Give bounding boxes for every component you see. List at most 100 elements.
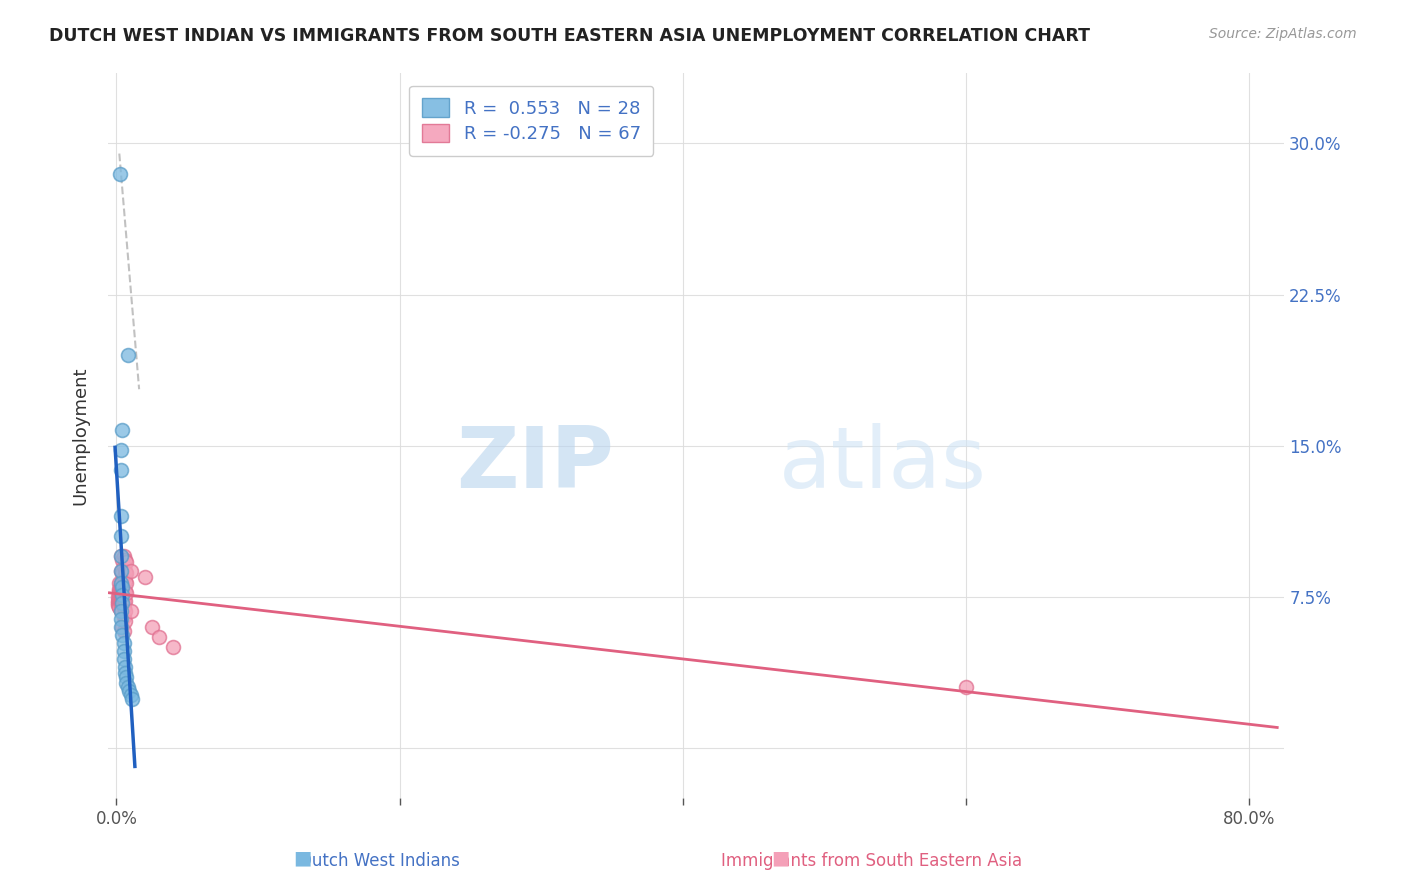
Point: [112, 624, 135, 638]
Point: [112, 599, 135, 614]
Point: [110, 593, 132, 607]
Point: [111, 582, 134, 596]
Point: [112, 652, 135, 666]
Text: Source: ZipAtlas.com: Source: ZipAtlas.com: [1209, 27, 1357, 41]
Point: [111, 591, 134, 606]
Point: [141, 620, 163, 634]
Point: [112, 588, 135, 602]
Point: [112, 636, 135, 650]
Point: [110, 575, 132, 590]
Point: [115, 676, 138, 690]
Point: [110, 549, 132, 564]
Point: [112, 569, 135, 583]
Text: DUTCH WEST INDIAN VS IMMIGRANTS FROM SOUTH EASTERN ASIA UNEMPLOYMENT CORRELATION: DUTCH WEST INDIAN VS IMMIGRANTS FROM SOU…: [49, 27, 1090, 45]
Point: [111, 585, 134, 599]
Text: ■: ■: [770, 848, 790, 867]
Point: [108, 588, 131, 602]
Point: [107, 590, 129, 604]
Point: [112, 610, 135, 624]
Text: Dutch West Indians: Dutch West Indians: [299, 852, 460, 870]
Point: [111, 596, 134, 610]
Text: ■: ■: [292, 848, 312, 867]
Point: [115, 670, 138, 684]
Point: [108, 575, 131, 590]
Point: [111, 580, 134, 594]
Point: [108, 167, 131, 181]
Point: [108, 585, 131, 599]
Point: [110, 575, 132, 590]
Point: [114, 614, 136, 628]
Point: [110, 620, 132, 634]
Point: [134, 569, 156, 583]
Point: [112, 596, 135, 610]
Point: [120, 604, 142, 618]
Point: [110, 588, 132, 602]
Point: [108, 593, 131, 607]
Point: [112, 583, 135, 598]
Point: [107, 593, 129, 607]
Point: [111, 593, 134, 607]
Point: [108, 591, 131, 606]
Point: [111, 628, 134, 642]
Text: Immigrants from South Eastern Asia: Immigrants from South Eastern Asia: [721, 852, 1022, 870]
Y-axis label: Unemployment: Unemployment: [72, 367, 89, 505]
Point: [110, 604, 132, 618]
Point: [110, 509, 132, 524]
Point: [162, 640, 184, 654]
Point: [114, 604, 136, 618]
Point: [114, 660, 136, 674]
Point: [110, 564, 132, 578]
Point: [108, 599, 131, 614]
Point: [148, 630, 170, 644]
Point: [115, 585, 138, 599]
Point: [108, 590, 131, 604]
Point: [107, 596, 129, 610]
Point: [111, 620, 134, 634]
Point: [111, 588, 134, 602]
Point: [110, 596, 132, 610]
Point: [111, 596, 134, 610]
Point: [114, 553, 136, 567]
Point: [110, 612, 132, 626]
Point: [120, 564, 142, 578]
Point: [111, 590, 134, 604]
Point: [111, 575, 134, 590]
Point: [111, 423, 134, 437]
Point: [112, 559, 135, 574]
Point: [110, 442, 132, 457]
Point: [121, 692, 143, 706]
Point: [110, 590, 132, 604]
Point: [118, 684, 141, 698]
Point: [111, 566, 134, 580]
Point: [955, 681, 977, 695]
Point: [110, 598, 132, 612]
Point: [120, 689, 142, 703]
Legend: R =  0.553   N = 28, R = -0.275   N = 67: R = 0.553 N = 28, R = -0.275 N = 67: [409, 86, 654, 156]
Point: [110, 591, 132, 606]
Text: atlas: atlas: [779, 423, 987, 506]
Point: [110, 564, 132, 578]
Point: [115, 575, 138, 590]
Point: [114, 583, 136, 598]
Point: [111, 553, 134, 567]
Point: [108, 596, 131, 610]
Point: [108, 599, 131, 614]
Point: [114, 666, 136, 681]
Point: [108, 583, 131, 598]
Point: [112, 644, 135, 658]
Point: [110, 582, 132, 596]
Point: [114, 574, 136, 588]
Point: [111, 588, 134, 602]
Point: [117, 348, 139, 362]
Point: [110, 585, 132, 599]
Point: [107, 598, 129, 612]
Point: [108, 582, 131, 596]
Point: [115, 556, 138, 570]
Point: [112, 549, 135, 564]
Point: [110, 604, 132, 618]
Point: [114, 564, 136, 578]
Point: [117, 681, 139, 695]
Text: ZIP: ZIP: [456, 423, 614, 506]
Point: [110, 463, 132, 477]
Point: [108, 598, 131, 612]
